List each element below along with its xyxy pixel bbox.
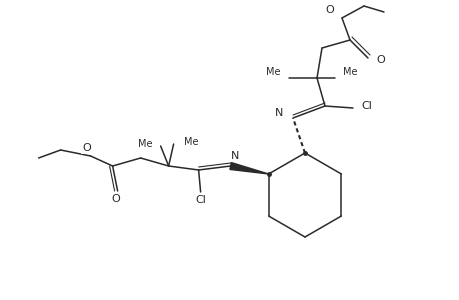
- Text: Cl: Cl: [195, 195, 206, 205]
- Text: O: O: [82, 143, 91, 153]
- Text: O: O: [375, 55, 384, 65]
- Text: N: N: [274, 108, 282, 118]
- Text: O: O: [111, 194, 120, 204]
- Text: Me: Me: [138, 139, 152, 149]
- Polygon shape: [230, 163, 268, 174]
- Text: Me: Me: [342, 67, 357, 77]
- Text: Me: Me: [183, 137, 198, 147]
- Text: Me: Me: [266, 67, 280, 77]
- Text: O: O: [325, 5, 333, 15]
- Text: Cl: Cl: [360, 101, 371, 111]
- Text: N: N: [230, 151, 238, 161]
